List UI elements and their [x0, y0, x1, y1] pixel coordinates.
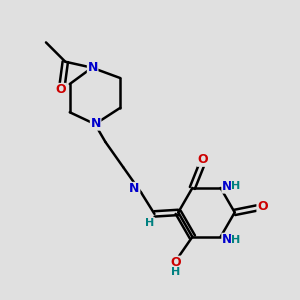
- Text: O: O: [56, 83, 66, 97]
- Text: H: H: [146, 218, 154, 228]
- Text: H: H: [171, 267, 181, 277]
- Text: O: O: [197, 153, 208, 166]
- Text: N: N: [90, 117, 101, 130]
- Text: N: N: [222, 180, 232, 193]
- Text: H: H: [231, 235, 241, 245]
- Text: N: N: [87, 61, 98, 74]
- Text: O: O: [171, 256, 181, 269]
- Text: O: O: [257, 200, 268, 213]
- Text: N: N: [129, 182, 140, 195]
- Text: H: H: [231, 182, 241, 191]
- Text: N: N: [222, 233, 232, 246]
